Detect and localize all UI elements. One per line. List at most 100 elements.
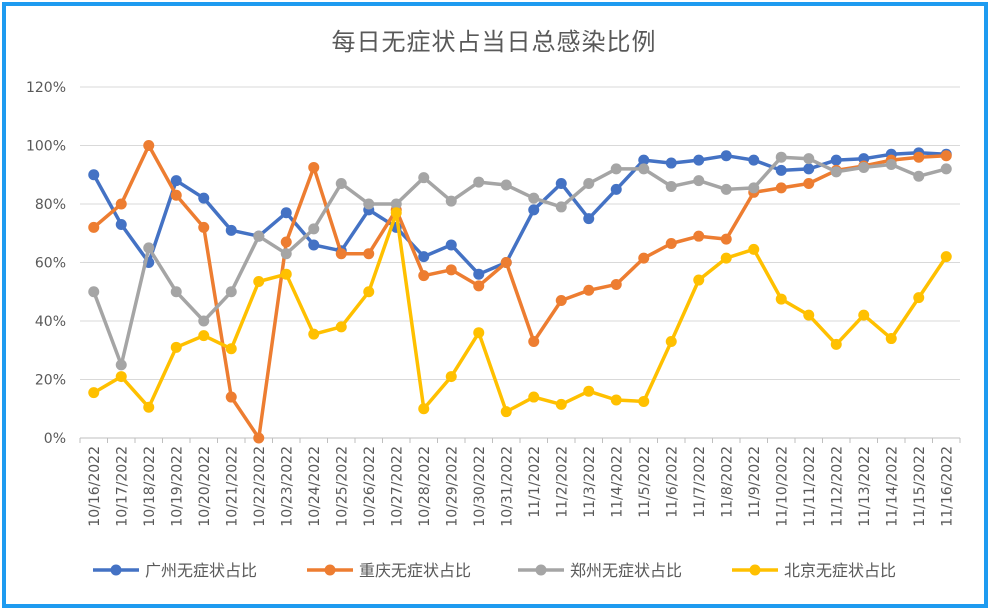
data-point	[555, 178, 567, 190]
data-point	[280, 248, 292, 260]
x-tick-label: 10/19/2022	[169, 446, 185, 527]
data-point	[528, 192, 540, 204]
data-point	[88, 286, 100, 298]
data-point	[115, 198, 127, 210]
x-tick-label: 10/23/2022	[279, 446, 295, 527]
series-line	[92, 143, 949, 440]
data-point	[693, 230, 705, 242]
data-point	[335, 178, 347, 190]
data-point	[665, 157, 677, 169]
data-point	[198, 330, 210, 342]
data-point	[940, 251, 952, 263]
data-point	[143, 242, 155, 254]
legend-label: 北京无症状占比	[784, 561, 896, 580]
data-point	[363, 198, 375, 210]
x-tick-label: 11/14/2022	[884, 446, 900, 527]
data-point	[473, 327, 485, 339]
data-point	[913, 151, 925, 163]
data-point	[445, 195, 457, 207]
data-point	[748, 154, 760, 166]
data-point	[170, 189, 182, 201]
x-tick-label: 11/8/2022	[719, 446, 735, 518]
data-point	[830, 338, 842, 350]
x-tick-label: 11/15/2022	[912, 446, 928, 527]
data-point	[830, 166, 842, 178]
data-point	[170, 175, 182, 187]
data-point	[885, 159, 897, 171]
data-point	[418, 251, 430, 263]
data-point	[638, 154, 650, 166]
x-tick-label: 10/20/2022	[197, 446, 213, 527]
data-point	[308, 223, 320, 235]
x-tick-label: 10/27/2022	[389, 446, 405, 527]
data-point	[665, 180, 677, 192]
data-point	[555, 295, 567, 307]
data-point	[638, 395, 650, 407]
data-point	[198, 315, 210, 327]
data-point	[555, 398, 567, 410]
data-point	[528, 391, 540, 403]
data-point	[693, 175, 705, 187]
data-point	[858, 161, 870, 173]
legend-label: 郑州无症状占比	[570, 561, 682, 580]
data-point	[115, 371, 127, 383]
y-tick-label: 120%	[26, 80, 66, 96]
data-point	[803, 163, 815, 175]
data-point	[913, 170, 925, 182]
y-tick-label: 60%	[35, 256, 66, 272]
data-point	[775, 182, 787, 194]
data-point	[473, 268, 485, 280]
x-tick-label: 10/21/2022	[224, 446, 240, 527]
data-point	[280, 236, 292, 248]
data-point	[610, 278, 622, 290]
data-point	[693, 154, 705, 166]
data-point	[253, 432, 265, 444]
data-point	[720, 150, 732, 162]
x-tick-label: 11/16/2022	[939, 446, 955, 527]
data-point	[940, 150, 952, 162]
legend-marker	[749, 564, 761, 576]
data-point	[858, 309, 870, 321]
data-point	[610, 163, 622, 175]
data-point	[500, 179, 512, 191]
data-point	[803, 153, 815, 165]
x-tick-label: 11/13/2022	[857, 446, 873, 527]
data-point	[775, 164, 787, 176]
y-tick-label: 20%	[35, 373, 66, 389]
x-tick-label: 10/22/2022	[252, 446, 268, 527]
data-point	[473, 280, 485, 292]
data-point	[473, 176, 485, 188]
data-point	[253, 230, 265, 242]
data-point	[225, 224, 237, 236]
data-point	[528, 204, 540, 216]
data-point	[775, 151, 787, 163]
data-point	[308, 161, 320, 173]
data-point	[308, 328, 320, 340]
x-tick-label: 10/28/2022	[417, 446, 433, 527]
data-point	[610, 183, 622, 195]
legend-marker	[324, 564, 336, 576]
data-point	[748, 182, 760, 194]
data-point	[170, 286, 182, 298]
data-point	[610, 394, 622, 406]
y-tick-label: 100%	[26, 139, 66, 155]
data-point	[720, 252, 732, 264]
data-point	[445, 371, 457, 383]
data-point	[748, 243, 760, 255]
x-tick-label: 10/26/2022	[362, 446, 378, 527]
data-point	[88, 387, 100, 399]
data-point	[720, 183, 732, 195]
series-line	[92, 151, 949, 276]
legend-label: 广州无症状占比	[145, 561, 257, 580]
data-point	[198, 192, 210, 204]
data-point	[913, 292, 925, 304]
x-tick-label: 11/1/2022	[527, 446, 543, 518]
data-point	[500, 257, 512, 268]
data-point	[555, 201, 567, 213]
data-point	[803, 178, 815, 190]
series-line	[92, 211, 949, 414]
x-tick-label: 10/16/2022	[87, 446, 103, 527]
data-point	[583, 284, 595, 296]
data-point	[225, 286, 237, 298]
x-tick-label: 10/30/2022	[472, 446, 488, 527]
